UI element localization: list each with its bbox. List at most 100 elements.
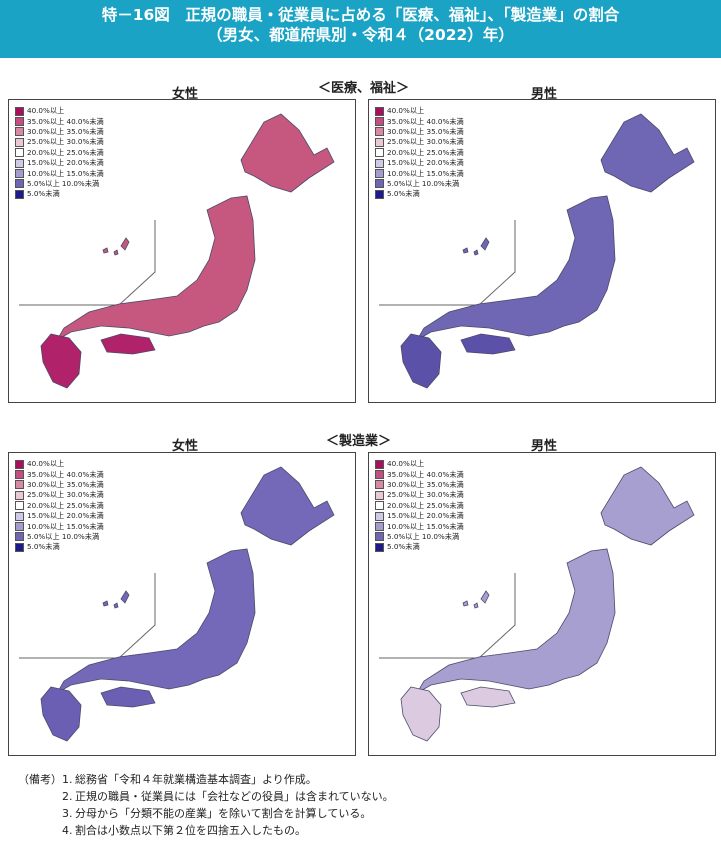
legend-swatch [375,148,384,158]
legend-entry: 30.0%以上 35.0%未満 [375,127,464,137]
legend-entry: 20.0%以上 25.0%未満 [15,501,104,511]
figure-subtitle: （男女、都道府県別・令和４（2022）年） [207,26,514,44]
inset-divider-line [379,220,516,306]
legend-label: 30.0%以上 35.0%未満 [27,126,104,136]
legend-swatch [375,158,384,168]
legend-entry: 35.0%以上 40.0%未満 [15,116,104,127]
map-panel-manufacturing-male: 40.0%以上 35.0%以上 40.0%未満 30.0%以上 35.0%未満 25.… [368,452,716,756]
legend-entry: 25.0%以上 30.0%未満 [375,490,464,500]
kyushu-shape [40,333,82,389]
map-panel-manufacturing-female: 40.0%以上 35.0%以上 40.0%未満 30.0%以上 35.0%未満 25.… [8,452,356,756]
legend-label: 10.0%以上 15.0%未満 [387,521,464,531]
legend-label: 25.0%以上 30.0%未満 [27,490,104,500]
legend-label: 15.0%以上 20.0%未満 [387,511,464,521]
legend-label: 15.0%以上 20.0%未満 [27,511,104,521]
legend-entry: 30.0%以上 35.0%未満 [15,127,104,137]
legend-swatch [15,511,24,521]
hokkaido-shape [600,113,695,193]
map-legend: 40.0%以上 35.0%以上 40.0%未満 30.0%以上 35.0%未満 25.… [375,106,464,200]
legend-swatch [375,542,384,552]
shikoku-shape [460,686,516,708]
legend-label: 25.0%以上 30.0%未満 [27,137,104,147]
island-shape [462,600,469,607]
legend-entry: 40.0%以上 [375,106,464,116]
okinawa-island-shape [120,237,130,251]
legend-entry: 10.0%以上 15.0%未満 [375,521,464,532]
legend-swatch [15,148,24,158]
legend-entry: 5.0%未満 [15,189,104,199]
honshu-shape [415,195,616,342]
map-legend: 40.0%以上 35.0%以上 40.0%未満 30.0%以上 35.0%未満 25.… [15,106,104,200]
legend-entry: 20.0%以上 25.0%未満 [375,148,464,158]
legend-swatch [15,542,24,552]
hokkaido-shape [240,113,335,193]
note-number: 2. [62,790,73,803]
hokkaido-shape [600,466,695,546]
note-text: 正規の職員・従業員には「会社などの役員」は含まれていない。 [75,790,394,803]
legend-label: 5.0%以上 10.0%未満 [27,531,100,541]
note-text: 総務省「令和４年就業構造基本調査」より作成。 [75,773,317,786]
panel-label-medical-male: 男性 [531,87,558,102]
legend-label: 40.0%以上 [387,106,425,116]
notes-label: （備考） [18,773,62,786]
legend-label: 5.0%未満 [387,542,420,552]
note-number: 1. [62,773,73,786]
legend-swatch [15,169,24,179]
legend-entry: 5.0%以上 10.0%未満 [375,179,464,189]
legend-label: 35.0%以上 40.0%未満 [387,116,464,126]
inset-divider-line [19,220,156,306]
island-shape [113,249,119,256]
legend-swatch [15,490,24,500]
shikoku-shape [100,686,156,708]
legend-swatch [15,501,24,511]
legend-label: 20.0%以上 25.0%未満 [27,147,104,157]
legend-swatch [375,501,384,511]
okinawa-island-shape [480,590,490,604]
panel-label-manufacturing-male: 男性 [531,439,558,454]
legend-swatch [15,470,24,480]
legend-label: 5.0%未満 [27,189,60,199]
legend-swatch [15,459,24,469]
legend-entry: 15.0%以上 20.0%未満 [375,158,464,168]
legend-label: 40.0%以上 [387,459,425,469]
okinawa-island-shape [120,590,130,604]
legend-entry: 30.0%以上 35.0%未満 [15,480,104,490]
legend-entry: 25.0%以上 30.0%未満 [15,490,104,500]
legend-label: 15.0%以上 20.0%未満 [27,158,104,168]
legend-entry: 20.0%以上 25.0%未満 [375,501,464,511]
japan-map [379,113,695,389]
island-shape [473,602,479,609]
honshu-shape [55,195,256,342]
legend-swatch [375,490,384,500]
legend-label: 35.0%以上 40.0%未満 [27,116,104,126]
legend-swatch [375,117,384,127]
legend-swatch [15,137,24,147]
legend-label: 10.0%以上 15.0%未満 [27,521,104,531]
map-legend: 40.0%以上 35.0%以上 40.0%未満 30.0%以上 35.0%未満 25.… [15,459,104,553]
island-shape [102,247,109,254]
okinawa-island-shape [480,237,490,251]
legend-label: 35.0%以上 40.0%未満 [387,469,464,479]
hokkaido-shape [240,466,335,546]
kyushu-shape [400,686,442,742]
legend-entry: 5.0%以上 10.0%未満 [15,532,104,542]
legend-entry: 35.0%以上 40.0%未満 [15,469,104,480]
panel-label-medical-female: 女性 [172,87,199,102]
legend-entry: 25.0%以上 30.0%未満 [15,137,104,147]
legend-entry: 5.0%以上 10.0%未満 [375,532,464,542]
island-shape [473,249,479,256]
figure-title: 特－16図 正規の職員・従業員に占める「医療、福祉」、「製造業」の割合 [101,6,620,24]
section-title-manufacturing: ＜製造業＞ [326,434,392,449]
legend-label: 5.0%以上 10.0%未満 [387,531,460,541]
legend-label: 30.0%以上 35.0%未満 [387,126,464,136]
shikoku-shape [460,333,516,355]
legend-swatch [375,470,384,480]
legend-entry: 35.0%以上 40.0%未満 [375,116,464,127]
legend-swatch [15,522,24,532]
island-shape [462,247,469,254]
legend-entry: 10.0%以上 15.0%未満 [375,168,464,179]
legend-swatch [375,127,384,137]
map-legend: 40.0%以上 35.0%以上 40.0%未満 30.0%以上 35.0%未満 25.… [375,459,464,553]
legend-swatch [15,127,24,137]
legend-entry: 40.0%以上 [15,459,104,469]
